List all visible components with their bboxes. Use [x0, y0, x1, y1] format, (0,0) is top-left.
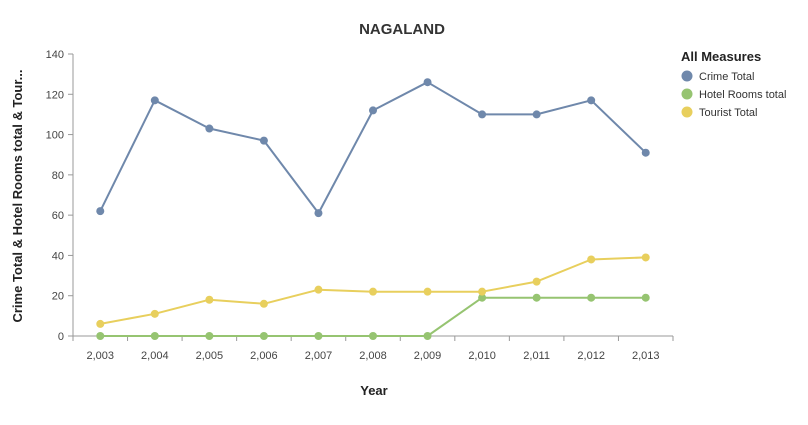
data-point: [96, 319, 105, 328]
x-tick-label: 2,007: [305, 350, 333, 362]
legend-title: All Measures: [681, 49, 761, 64]
data-point: [478, 287, 487, 296]
y-tick-label: 100: [46, 130, 64, 142]
legend-item[interactable]: Tourist Total: [681, 106, 758, 120]
x-tick-label: 2,012: [577, 350, 605, 362]
data-point: [369, 287, 377, 296]
data-point: [532, 293, 541, 302]
x-tick-label: 2,013: [632, 350, 660, 362]
data-point: [587, 293, 596, 302]
x-tick-label: 2,010: [468, 350, 496, 362]
data-point: [423, 287, 432, 296]
x-axis-title: Year: [360, 383, 387, 398]
data-point: [314, 285, 323, 294]
legend-swatch: [681, 88, 693, 100]
series-layer: [96, 78, 650, 340]
legend[interactable]: Crime Total Hotel Rooms total Tourist Tota…: [681, 70, 787, 120]
data-point: [205, 332, 214, 340]
data-point: [532, 110, 541, 119]
y-tick-label: 0: [58, 331, 64, 343]
y-tick-label: 20: [52, 291, 64, 303]
data-point: [205, 124, 214, 133]
x-tick-label: 2,003: [87, 350, 115, 362]
data-point: [96, 332, 105, 340]
series-tourist-total: [96, 253, 650, 328]
data-point: [259, 136, 268, 145]
axes: 0 20 40 60 80 100 120 140 2,003 2,004 2,005 2,006 2,…: [46, 49, 674, 362]
data-point: [205, 295, 214, 304]
data-point: [478, 110, 487, 119]
data-point: [259, 332, 268, 340]
data-point: [314, 209, 323, 218]
series-crime-total: [96, 78, 650, 218]
data-point: [369, 332, 377, 340]
data-point: [587, 255, 596, 264]
legend-label: Hotel Rooms total: [699, 89, 786, 101]
legend-swatch: [681, 70, 693, 82]
legend-swatch: [681, 106, 693, 118]
data-point: [96, 207, 105, 216]
y-tick-label: 140: [46, 49, 64, 61]
x-tick-label: 2,011: [523, 350, 550, 362]
data-point: [423, 78, 432, 87]
x-tick-label: 2,004: [141, 350, 169, 362]
series-line: [99, 81, 647, 215]
chart-title: NAGALAND: [359, 21, 445, 38]
x-tick-label: 2,006: [250, 350, 278, 362]
data-point: [641, 148, 650, 157]
y-tick-label: 60: [52, 210, 64, 222]
x-tick-label: 2,005: [196, 350, 224, 362]
x-tick-label: 2,008: [359, 350, 387, 362]
data-point: [641, 253, 650, 262]
data-point: [150, 309, 159, 318]
y-axis-title: Crime Total & Hotel Rooms total & Tour..…: [10, 69, 25, 322]
data-point: [369, 106, 377, 115]
legend-label: Tourist Total: [699, 107, 758, 119]
legend-item[interactable]: Hotel Rooms total: [681, 88, 787, 102]
data-point: [259, 299, 268, 308]
y-tick-label: 80: [52, 170, 64, 182]
x-tick-label: 2,009: [414, 350, 442, 362]
data-point: [587, 96, 596, 105]
data-point: [150, 332, 159, 340]
data-point: [314, 332, 323, 340]
legend-item[interactable]: Crime Total: [681, 70, 755, 84]
data-point: [423, 332, 432, 340]
data-point: [478, 293, 487, 302]
data-point: [641, 293, 650, 302]
series-line: [100, 296, 646, 337]
data-point: [532, 277, 541, 286]
legend-label: Crime Total: [699, 71, 754, 83]
y-tick-label: 40: [52, 250, 64, 262]
series-hotel-rooms-total: [96, 293, 650, 340]
y-tick-label: 120: [46, 89, 64, 101]
data-point: [150, 96, 159, 105]
